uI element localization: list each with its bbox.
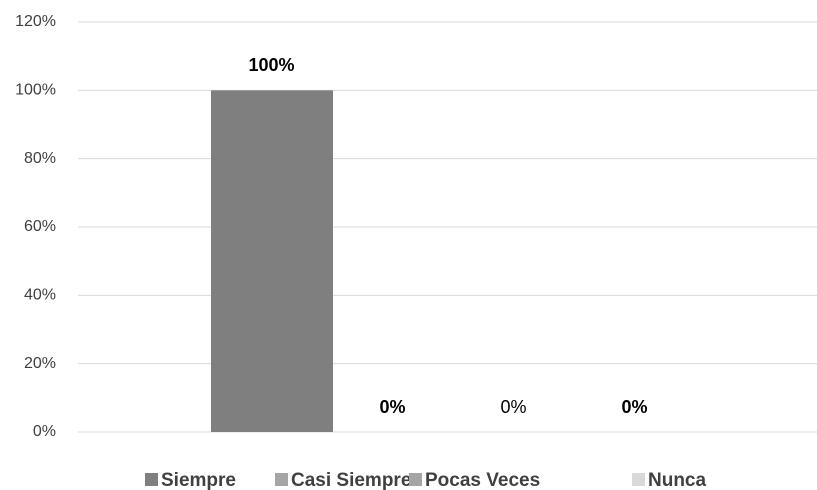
y-tick-label: 60% [24, 218, 56, 235]
bar [211, 90, 333, 432]
legend-label: Nunca [648, 470, 707, 490]
y-tick-label: 0% [33, 423, 56, 440]
legend-swatch [409, 473, 422, 486]
legend-label: Casi Siempre [291, 470, 411, 490]
y-tick-label: 100% [15, 82, 56, 99]
legend-swatch [632, 473, 645, 486]
y-tick-label: 40% [24, 287, 56, 304]
data-label: 0% [621, 397, 647, 417]
legend-swatch [145, 473, 158, 486]
legend-label: Siempre [161, 470, 236, 490]
y-tick-label: 20% [24, 355, 56, 372]
y-tick-label: 120% [15, 13, 56, 30]
legend-label: Pocas Veces [425, 470, 540, 490]
data-label: 0% [379, 397, 405, 417]
data-label: 0% [500, 397, 526, 417]
data-label: 100% [248, 55, 294, 75]
y-tick-label: 80% [24, 150, 56, 167]
legend-swatch [275, 473, 288, 486]
